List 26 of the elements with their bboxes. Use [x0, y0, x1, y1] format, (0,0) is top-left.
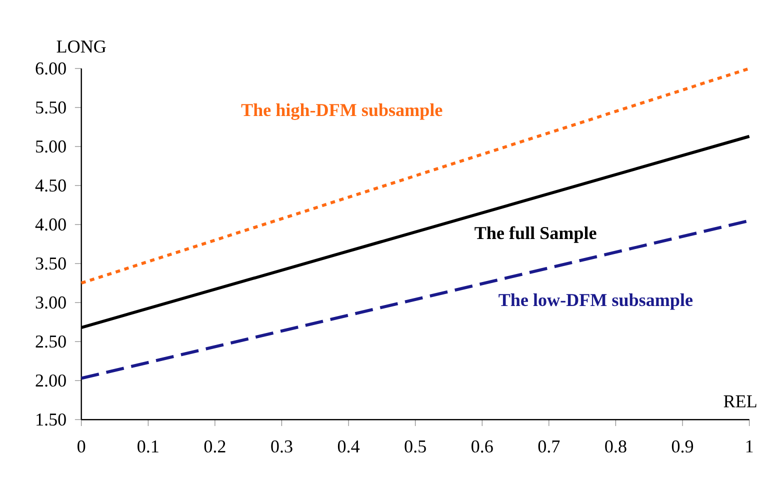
text: The high-DFM subsample: [241, 104, 442, 120]
x-tick-label: 0.1: [138, 440, 158, 453]
series-label: The full Sample: [474, 226, 596, 243]
x-tick-label: 0.5: [404, 440, 426, 453]
y-tick-label: 2.00: [36, 374, 66, 387]
x-tick-label: 0.9: [672, 440, 694, 453]
x-tick-label: 0.4: [338, 440, 360, 453]
y-tick-label: 2.50: [36, 336, 66, 348]
y-tick-label: 6.00: [36, 62, 66, 75]
x-tick-label: 0.2: [204, 440, 226, 453]
x-tick-label: 0: [78, 440, 86, 453]
y-tick-label: 3.00: [36, 296, 66, 309]
series-label: The low-DFM subsample: [498, 293, 693, 310]
y-tick-label: 4.50: [35, 179, 66, 192]
y-tick-label: 1.50: [36, 414, 66, 426]
y-tick-label: 4.00: [35, 218, 66, 231]
x-tick-label: 0.8: [605, 440, 626, 453]
x-axis-title: REL: [724, 396, 756, 408]
x-tick-label: 1: [746, 440, 753, 452]
y-tick-label: 5.00: [36, 140, 66, 153]
x-tick-label: 0.6: [472, 440, 493, 453]
x-tick-label: 0.7: [538, 440, 560, 453]
y-tick-label: 3.50: [36, 258, 66, 270]
x-tick-label: 0.3: [271, 440, 292, 453]
y-axis-title: LONG: [56, 40, 106, 53]
y-tick-label: 5.50: [36, 101, 66, 114]
